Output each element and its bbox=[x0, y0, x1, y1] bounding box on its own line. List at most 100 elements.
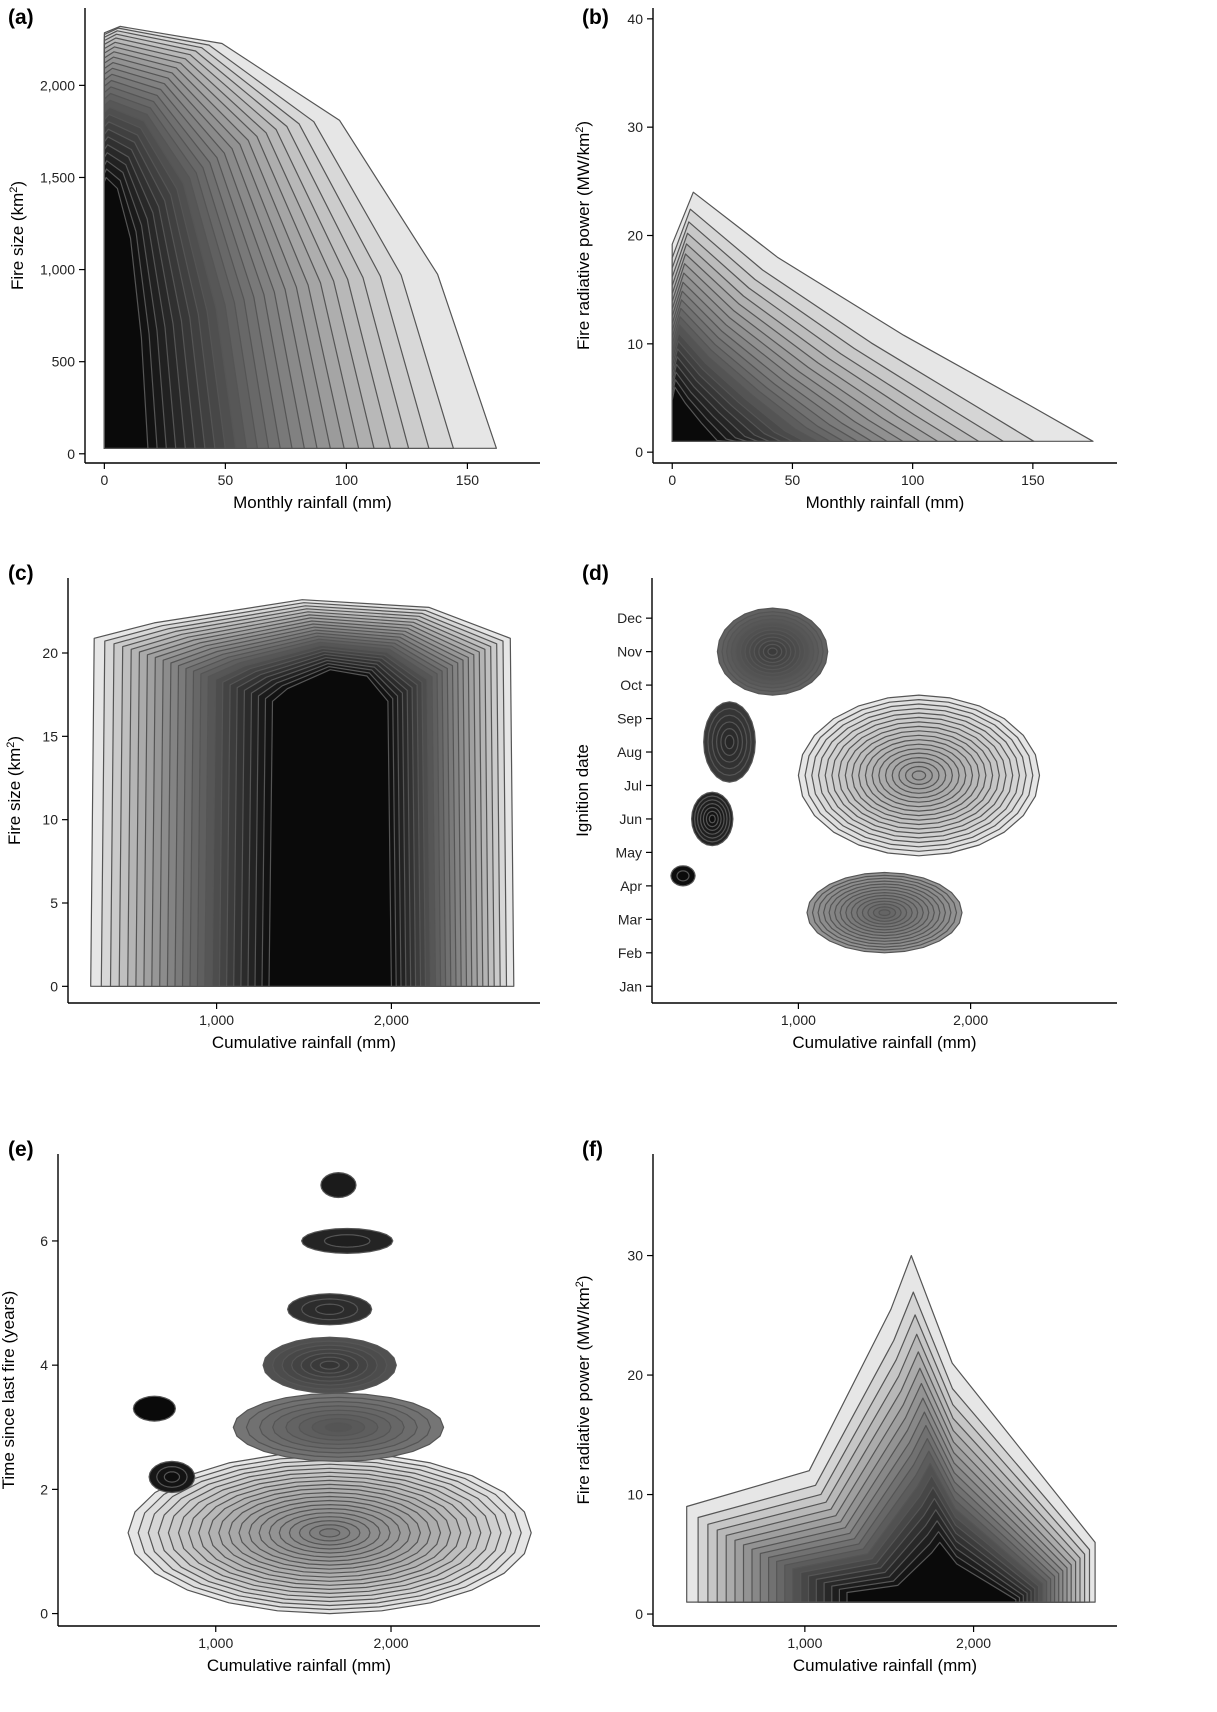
x-tick-label: 0 bbox=[100, 472, 108, 488]
x-tick-label: 1,000 bbox=[199, 1012, 234, 1028]
contour-band bbox=[671, 386, 726, 442]
panel-label: (b) bbox=[582, 6, 609, 29]
x-tick-label: 1,000 bbox=[198, 1635, 233, 1651]
contour-band bbox=[163, 1471, 181, 1483]
chart-svg: 1,000 2,000 Jan Feb Mar Apr May Jun Jul Aug Sep Oct… bbox=[573, 578, 1117, 1052]
contour-band bbox=[315, 1303, 345, 1315]
x-axis-title: Cumulative rainfall (mm) bbox=[792, 1033, 976, 1052]
y-tick-label: 2,000 bbox=[40, 77, 75, 93]
y-tick-label: Dec bbox=[617, 610, 642, 626]
y-tick-label: 4 bbox=[40, 1357, 48, 1373]
panel-label: (e) bbox=[8, 1138, 34, 1161]
x-tick-label: 2,000 bbox=[953, 1012, 988, 1028]
y-tick-label: Feb bbox=[618, 945, 642, 961]
y-tick-label: 30 bbox=[627, 1248, 643, 1264]
chart-svg: 1,000 2,000 0 5 10 15 20 Cumulative rainfall (m… bbox=[5, 578, 540, 1052]
y-tick-label: 0 bbox=[635, 444, 643, 460]
x-axis-title: Cumulative rainfall (mm) bbox=[212, 1033, 396, 1052]
y-tick-label: 20 bbox=[627, 1367, 643, 1383]
panel-label: (c) bbox=[8, 562, 34, 585]
panel-c: (c) 1,000 2,000 0 5 10 15 20 Cumulative rainfall… bbox=[0, 562, 580, 1140]
contour-layer bbox=[90, 599, 515, 987]
y-tick-label: 1,000 bbox=[40, 262, 75, 278]
y-tick-label: Mar bbox=[618, 911, 642, 927]
y-axis-title: Fire size (km2) bbox=[5, 736, 24, 845]
chart-svg: 1,000 2,000 0 2 4 6 Cumulative rainfall (mm) Ti… bbox=[0, 1154, 540, 1675]
x-axis-title: Monthly rainfall (mm) bbox=[233, 493, 392, 512]
y-tick-label: Apr bbox=[620, 878, 642, 894]
x-axis-title: Monthly rainfall (mm) bbox=[806, 493, 965, 512]
contour-layer bbox=[686, 1255, 1096, 1603]
y-tick-label: May bbox=[616, 844, 642, 860]
x-tick-label: 2,000 bbox=[956, 1635, 991, 1651]
y-axis-title: Fire size (km2) bbox=[8, 181, 27, 290]
panel-label: (d) bbox=[582, 562, 609, 585]
contour-band bbox=[708, 814, 716, 824]
contour-band bbox=[320, 1172, 357, 1199]
contour-band bbox=[911, 770, 927, 781]
y-tick-label: 15 bbox=[42, 728, 58, 744]
x-tick-label: 150 bbox=[1021, 472, 1045, 488]
x-tick-label: 150 bbox=[456, 472, 480, 488]
x-tick-label: 2,000 bbox=[373, 1635, 408, 1651]
x-tick-label: 100 bbox=[335, 472, 359, 488]
x-axis-title: Cumulative rainfall (mm) bbox=[207, 1656, 391, 1675]
x-tick-label: 1,000 bbox=[787, 1635, 822, 1651]
y-tick-label: 30 bbox=[627, 119, 643, 135]
x-tick-label: 0 bbox=[668, 472, 676, 488]
y-tick-label: 10 bbox=[42, 812, 58, 828]
contour-band bbox=[103, 176, 149, 449]
chart-svg: 0 50 100 150 0 10 20 30 40 Monthly rainfall (mm) F… bbox=[574, 8, 1117, 512]
contour-band bbox=[324, 1422, 353, 1433]
y-tick-label: 1,500 bbox=[40, 169, 75, 185]
chart-svg: 0 50 100 150 0 500 1,000 1,500 2,000 Monthly rain… bbox=[8, 8, 540, 512]
y-tick-label: 40 bbox=[627, 11, 643, 27]
y-tick-label: 6 bbox=[40, 1233, 48, 1249]
y-tick-label: Nov bbox=[617, 644, 642, 660]
y-tick-label: Sep bbox=[617, 711, 642, 727]
contour-band bbox=[846, 1541, 1017, 1603]
panel-e: (e) 1,000 2,000 0 2 4 6 Cumulative rainfall (mm… bbox=[0, 1138, 580, 1712]
contour-band bbox=[676, 870, 690, 882]
x-tick-label: 1,000 bbox=[781, 1012, 816, 1028]
panel-label: (a) bbox=[8, 6, 34, 29]
y-tick-label: Jan bbox=[619, 978, 642, 994]
y-tick-label: 0 bbox=[635, 1606, 643, 1622]
chart-svg: 1,000 2,000 0 10 20 30 Cumulative rainfall (mm… bbox=[574, 1154, 1117, 1675]
x-tick-label: 50 bbox=[785, 472, 801, 488]
panel-label: (f) bbox=[582, 1138, 603, 1161]
contour-layer bbox=[670, 607, 1041, 954]
y-tick-label: 10 bbox=[627, 1487, 643, 1503]
contour-band bbox=[319, 1360, 340, 1370]
y-axis-title: Fire radiative power (MW/km2) bbox=[574, 121, 593, 350]
contour-band bbox=[268, 669, 392, 987]
panel-f: (f) 1,000 2,000 0 10 20 30 Cumulative rainfall … bbox=[574, 1138, 1217, 1712]
x-tick-label: 2,000 bbox=[374, 1012, 409, 1028]
contour-layer bbox=[127, 1172, 532, 1615]
y-tick-label: 5 bbox=[50, 895, 58, 911]
y-tick-label: Jul bbox=[624, 777, 642, 793]
contour-band bbox=[132, 1395, 176, 1422]
contour-band bbox=[767, 647, 778, 656]
contour-band bbox=[724, 734, 735, 750]
y-tick-label: 10 bbox=[627, 336, 643, 352]
y-tick-label: 20 bbox=[42, 645, 58, 661]
contour-band bbox=[319, 1528, 341, 1538]
y-tick-label: 500 bbox=[52, 354, 76, 370]
y-tick-label: 20 bbox=[627, 228, 643, 244]
panel-b: (b) 0 50 100 150 0 10 20 30 40 Monthly rainfall (m… bbox=[574, 0, 1217, 570]
y-axis-title: Fire radiative power (MW/km2) bbox=[574, 1275, 593, 1504]
y-tick-label: Oct bbox=[620, 677, 642, 693]
contour-band bbox=[878, 909, 891, 917]
y-tick-label: 0 bbox=[67, 446, 75, 462]
contour-layer bbox=[103, 25, 497, 449]
y-tick-label: 0 bbox=[50, 978, 58, 994]
x-axis-title: Cumulative rainfall (mm) bbox=[793, 1656, 977, 1675]
y-axis-title: Ignition date bbox=[573, 744, 592, 837]
x-tick-label: 50 bbox=[218, 472, 234, 488]
contour-layer bbox=[671, 191, 1094, 442]
y-tick-label: Aug bbox=[617, 744, 642, 760]
panel-d: (d) 1,000 2,000 Jan Feb Mar Apr May Jun Jul Aug Sep… bbox=[573, 562, 1217, 1140]
contour-band bbox=[323, 1234, 371, 1248]
y-tick-label: Jun bbox=[619, 811, 642, 827]
